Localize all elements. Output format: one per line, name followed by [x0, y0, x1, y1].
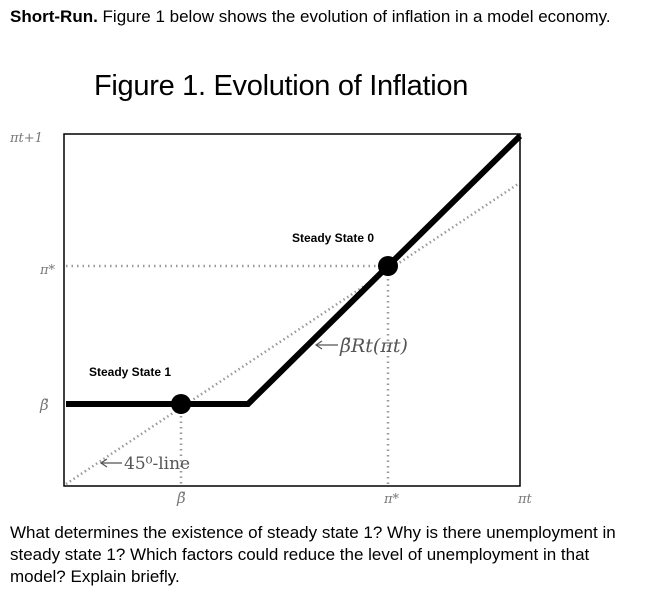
curve-label: β̃Rt(πt): [339, 335, 408, 357]
curve-label-arrowhead: [314, 340, 323, 350]
figure-title: Figure 1. Evolution of Inflation: [94, 70, 469, 102]
line-45-degree: [65, 182, 519, 486]
plot-frame: [63, 133, 521, 487]
y-tick-pi-star: π*: [39, 263, 56, 278]
intro-paragraph: Short-Run. Figure 1 below shows the evol…: [10, 6, 638, 27]
intro-bold-label: Short-Run.: [10, 7, 98, 26]
line-45-arrowhead: [99, 458, 108, 468]
steady-state-1-label: Steady State 1: [89, 365, 171, 379]
x-tick-pi-star: π*: [383, 492, 400, 507]
x-tick-beta: β̃: [176, 489, 186, 507]
policy-curve: [66, 133, 523, 407]
intro-text: Figure 1 below shows the evolution of in…: [97, 7, 611, 26]
line-45-label: 45⁰-line: [124, 454, 190, 474]
steady-state-1-dot: [171, 394, 191, 414]
question-paragraph: What determines the existence of steady …: [10, 523, 616, 586]
steady-state-0-label: Steady State 0: [292, 231, 374, 245]
y-tick-beta: β̃: [39, 396, 49, 414]
x-axis-label: πt: [517, 492, 533, 507]
y-axis-label: πt+1: [9, 131, 43, 146]
steady-state-0-dot: [378, 256, 398, 276]
